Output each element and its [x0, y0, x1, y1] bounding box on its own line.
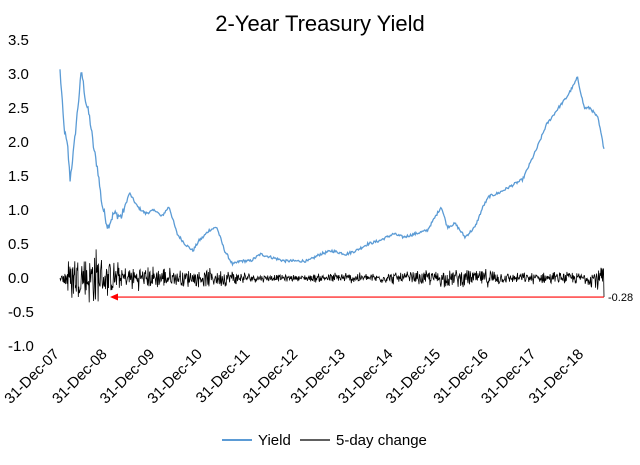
annotation-label: -0.28	[608, 292, 633, 304]
y-tick-label: -1.0	[8, 338, 34, 355]
y-tick-label: 3.5	[8, 32, 29, 49]
series-yield-line	[59, 69, 605, 267]
series-layer	[59, 69, 605, 303]
legend-label: 5-day change	[336, 432, 427, 449]
y-tick-label: 2.0	[8, 134, 29, 151]
y-tick-label: 0.0	[8, 270, 29, 287]
series-5day-change-line	[59, 249, 605, 303]
legend: Yield 5-day change	[222, 432, 427, 449]
y-axis: -1.0 -0.5 0.0 0.5 1.0 1.5 2.0 2.5 3.0 3.5	[8, 32, 34, 355]
y-tick-label: 3.0	[8, 66, 29, 83]
chart-title: 2-Year Treasury Yield	[215, 11, 425, 36]
y-tick-label: 2.5	[8, 100, 29, 117]
annotation-layer: -0.28	[110, 292, 633, 304]
y-tick-label: 1.0	[8, 202, 29, 219]
y-tick-label: 0.5	[8, 236, 29, 253]
x-axis: 31-Dec-0731-Dec-0831-Dec-0931-Dec-1031-D…	[1, 346, 587, 408]
legend-label: Yield	[258, 432, 291, 449]
annotation-arrow-head	[110, 293, 118, 301]
y-tick-label: -0.5	[8, 304, 34, 321]
y-tick-label: 1.5	[8, 168, 29, 185]
